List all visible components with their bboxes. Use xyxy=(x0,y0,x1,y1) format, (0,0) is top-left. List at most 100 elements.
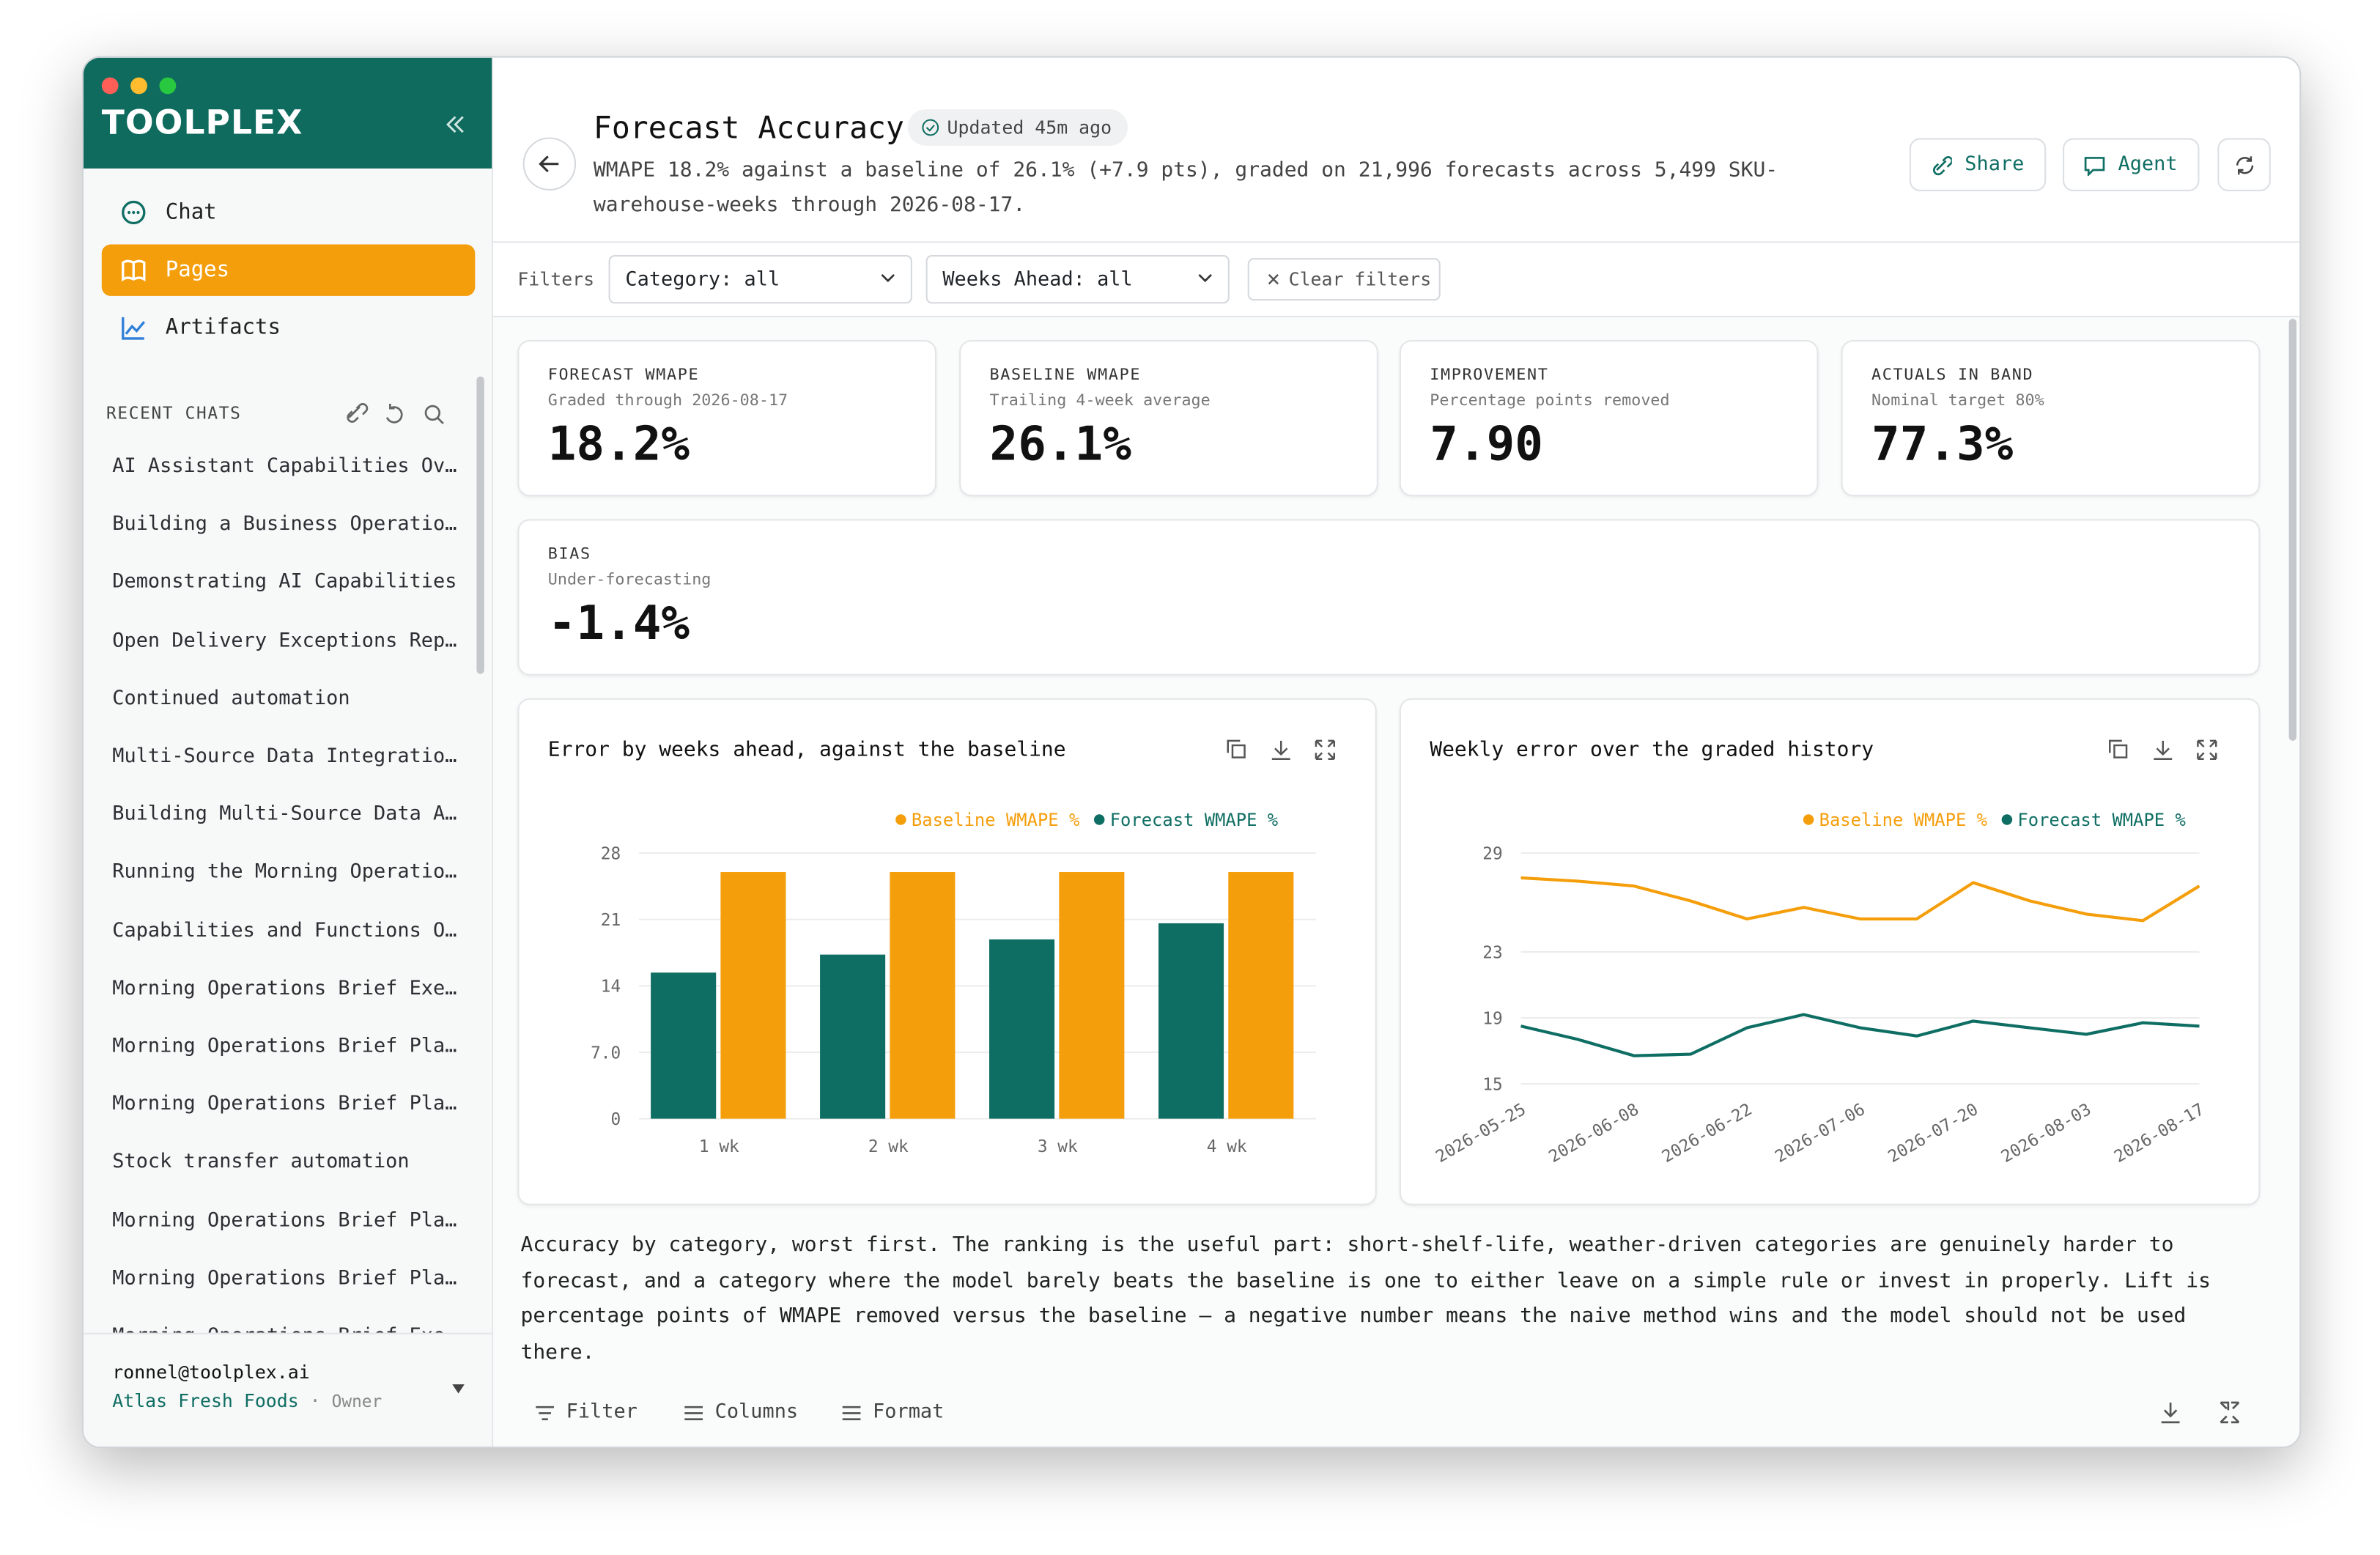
recent-chat[interactable]: Morning Operations Brief Exe… xyxy=(112,1325,457,1332)
copy-icon[interactable] xyxy=(1227,739,1246,758)
y-tick-label: 21 xyxy=(601,911,621,930)
main-scrollbar[interactable] xyxy=(2288,318,2297,741)
back-button[interactable] xyxy=(522,136,577,191)
window-close[interactable] xyxy=(101,77,119,95)
download-icon[interactable] xyxy=(2154,740,2173,760)
recent-chat[interactable]: Continued automation xyxy=(112,687,350,710)
expand-icon[interactable] xyxy=(2197,739,2217,760)
x-icon xyxy=(1268,274,1279,285)
chart-title: Error by weeks ahead, against the baseli… xyxy=(548,737,1066,761)
legend-label: Baseline WMAPE % xyxy=(912,810,1079,830)
kpi-sub: Percentage points removed xyxy=(1430,391,1670,410)
toolbar-button[interactable]: Filter xyxy=(536,1401,638,1424)
agent-button[interactable]: Agent xyxy=(2063,138,2200,191)
refresh-icon[interactable] xyxy=(385,403,403,424)
bar xyxy=(1158,923,1224,1119)
kpi-value: -1.4% xyxy=(547,596,690,651)
recent-chat[interactable]: Morning Operations Brief Pla… xyxy=(112,1209,457,1233)
legend-label: Forecast WMAPE % xyxy=(2017,810,2185,830)
recent-chat[interactable]: Building Multi-Source Data A… xyxy=(112,803,457,827)
nav-chat[interactable]: Chat xyxy=(102,187,476,238)
sidebar-scrollbar[interactable] xyxy=(476,376,484,674)
check-icon xyxy=(922,119,939,136)
line xyxy=(1520,1013,2200,1057)
button-label: Agent xyxy=(2118,153,2178,177)
toolbar-button[interactable]: Columns xyxy=(684,1401,798,1424)
page-header: Forecast Accuracy Updated 45m ago WMAPE … xyxy=(493,57,2300,243)
select-label: Category: all xyxy=(625,267,780,291)
nav-label: Artifacts xyxy=(165,315,281,340)
x-tick-label: 4 wk xyxy=(1207,1137,1247,1156)
kpi-card: FORECAST WMAPE Graded through 2026-08-17 1… xyxy=(517,339,937,497)
recent-chat[interactable]: Capabilities and Functions O… xyxy=(112,919,457,942)
window-zoom[interactable] xyxy=(159,77,177,95)
y-tick-label: 15 xyxy=(1482,1075,1502,1094)
recent-chat[interactable]: AI Assistant Capabilities Ov… xyxy=(112,455,457,479)
caret xyxy=(881,273,895,283)
line xyxy=(1520,876,2200,923)
caret xyxy=(1198,273,1212,283)
clear-filters[interactable]: Clear filters xyxy=(1247,258,1441,301)
legend-swatch xyxy=(1093,814,1105,825)
kpi-card: ACTUALS IN BAND Nominal target 80% 77.3% xyxy=(1841,339,2261,497)
recent-chat[interactable]: Running the Morning Operatio… xyxy=(112,861,457,884)
bar xyxy=(890,872,956,1119)
kpi-label: BASELINE WMAPE xyxy=(989,366,1142,385)
toolbar-icon xyxy=(536,1405,555,1420)
window-minimize[interactable] xyxy=(130,77,147,95)
nav-artifacts[interactable]: Artifacts xyxy=(102,302,476,353)
pages-icon xyxy=(122,259,146,282)
share-button[interactable]: Share xyxy=(1909,138,2047,191)
chat-icon xyxy=(122,200,146,225)
recent-chat[interactable]: Morning Operations Brief Pla… xyxy=(112,1093,457,1116)
expand-icon[interactable] xyxy=(2220,1401,2240,1424)
refresh-button[interactable] xyxy=(2217,138,2271,191)
expand-icon[interactable] xyxy=(1315,739,1336,760)
icon-lines xyxy=(842,1405,861,1420)
clear-label: Clear filters xyxy=(1288,268,1432,290)
bar-chart: Error by weeks ahead, against the baseli… xyxy=(548,737,1336,1156)
legend-swatch xyxy=(1803,814,1814,825)
recent-chat[interactable]: Morning Operations Brief Exe… xyxy=(112,977,457,1000)
download-icon[interactable] xyxy=(1271,740,1290,760)
main: Forecast Accuracy Updated 45m ago WMAPE … xyxy=(493,57,2300,1447)
recent-chat[interactable]: Morning Operations Brief Pla… xyxy=(112,1267,457,1290)
link-icon[interactable] xyxy=(347,403,369,423)
nav-pages[interactable]: Pages xyxy=(101,244,476,296)
page-subtitle: WMAPE 18.2% against a baseline of 26.1% … xyxy=(593,158,1778,218)
filters-label: Filters xyxy=(517,268,595,290)
recent-chat[interactable]: Morning Operations Brief Pla… xyxy=(112,1035,457,1058)
x-tick-label: 2026-06-22 xyxy=(1659,1100,1756,1167)
search-icon[interactable] xyxy=(424,405,444,424)
bar xyxy=(1228,872,1294,1119)
recent-chat[interactable]: Multi-Source Data Integratio… xyxy=(112,745,457,769)
kpi-sub: Trailing 4-week average xyxy=(989,391,1211,410)
copy-icon[interactable] xyxy=(2109,739,2128,758)
table-toolbar: Filter Columns Format xyxy=(536,1401,2266,1431)
user-email: ronnel@toolplex.ai xyxy=(112,1362,310,1384)
user-org-line: Atlas Fresh Foods · Owner xyxy=(112,1390,382,1412)
recent-chat[interactable]: Stock transfer automation xyxy=(112,1150,410,1175)
recent-chat[interactable]: Demonstrating AI Capabilities xyxy=(112,571,457,594)
bar-chart-card: Error by weeks ahead, against the baseli… xyxy=(517,698,1377,1205)
kpi-label: ACTUALS IN BAND xyxy=(1871,366,2034,385)
recent-chat[interactable]: Open Delivery Exceptions Rep… xyxy=(112,629,457,652)
weeks-select[interactable]: Weeks Ahead: all xyxy=(925,254,1230,304)
recent-heading: RECENT CHATS xyxy=(106,403,242,424)
kpi-label: BIAS xyxy=(547,544,591,564)
y-tick-label: 23 xyxy=(1482,943,1502,962)
kpi-value: 77.3% xyxy=(1871,417,2014,473)
toolbar-label: Columns xyxy=(714,1400,799,1424)
toolbar-button[interactable]: Format xyxy=(842,1401,944,1424)
share-icon xyxy=(1933,155,1953,175)
agent-icon xyxy=(2085,156,2106,176)
download-icon[interactable] xyxy=(2161,1402,2180,1424)
toolbar-icon xyxy=(684,1405,703,1420)
collapse-sidebar[interactable] xyxy=(445,114,466,135)
category-select[interactable]: Category: all xyxy=(608,254,912,304)
user-footer[interactable]: ronnel@toolplex.ai Atlas Fresh Foods · O… xyxy=(83,1332,492,1447)
recent-chat[interactable]: Building a Business Operatio… xyxy=(112,513,457,536)
x-tick-label: 2026-08-03 xyxy=(1998,1100,2095,1167)
user-menu-caret[interactable] xyxy=(451,1383,466,1395)
